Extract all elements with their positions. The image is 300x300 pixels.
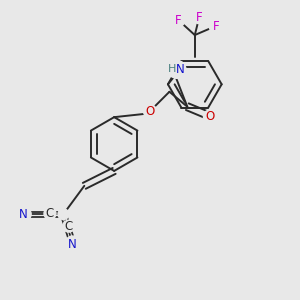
Circle shape	[44, 208, 56, 220]
Text: O: O	[206, 110, 214, 123]
Circle shape	[143, 105, 157, 118]
Circle shape	[193, 11, 206, 24]
Text: C: C	[46, 207, 54, 220]
Circle shape	[18, 208, 31, 221]
Circle shape	[58, 209, 69, 220]
Circle shape	[168, 60, 186, 78]
Text: C: C	[65, 220, 73, 232]
Text: F: F	[196, 11, 202, 24]
Text: N: N	[68, 238, 77, 250]
Text: O: O	[146, 105, 154, 118]
Text: N: N	[176, 63, 184, 76]
Circle shape	[203, 110, 217, 123]
Circle shape	[172, 14, 185, 27]
Text: N: N	[19, 208, 28, 221]
Circle shape	[63, 220, 75, 232]
Circle shape	[209, 20, 222, 33]
Text: F: F	[212, 20, 219, 33]
Text: H: H	[168, 64, 177, 74]
Circle shape	[66, 236, 79, 249]
Text: F: F	[175, 14, 182, 27]
